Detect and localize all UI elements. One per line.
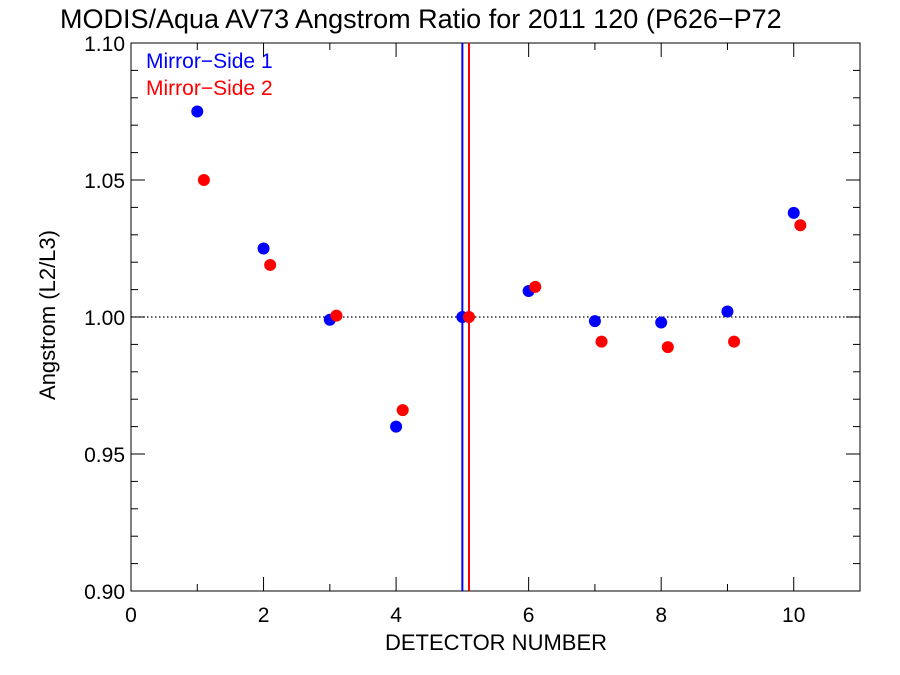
- data-point-series-2: [197, 174, 210, 186]
- data-point-series-2: [462, 311, 475, 323]
- x-tick-label: 6: [523, 604, 535, 627]
- legend-entry-mirror-side-1: Mirror−Side 1: [146, 50, 273, 73]
- data-point-series-1: [787, 206, 800, 219]
- data-point-series-2: [794, 219, 807, 232]
- y-tick-label: 1.00: [84, 307, 125, 330]
- x-tick-label: 0: [125, 604, 137, 627]
- data-point-series-2: [661, 341, 674, 354]
- y-tick-label: 0.90: [84, 581, 125, 604]
- x-tick-label: 4: [390, 604, 402, 627]
- data-point-series-1: [257, 242, 270, 255]
- axes-layer: 0 2 4 6 8 10 0.90 0.95 1.00 1.05 1.10: [84, 33, 861, 627]
- data-point-series-2: [529, 280, 542, 293]
- data-points-layer: [191, 105, 807, 433]
- y-tick-label: 0.95: [84, 444, 125, 467]
- data-point-series-2: [728, 335, 741, 348]
- x-tick-label: 10: [782, 604, 805, 627]
- x-axis-label: DETECTOR NUMBER: [385, 630, 607, 655]
- y-tick-label: 1.10: [84, 33, 125, 56]
- data-point-series-1: [655, 316, 668, 329]
- data-point-series-1: [191, 105, 204, 118]
- data-point-series-2: [264, 258, 277, 271]
- x-tick-label: 8: [655, 604, 667, 627]
- data-point-series-2: [595, 335, 608, 348]
- x-tick-label: 2: [258, 604, 270, 627]
- data-point-series-1: [390, 420, 403, 433]
- y-tick-label: 1.05: [84, 170, 125, 193]
- legend-entry-mirror-side-2: Mirror−Side 2: [146, 77, 273, 100]
- reference-lines-layer: [131, 43, 860, 591]
- y-axis-label: Angstrom (L2/L3): [35, 230, 60, 400]
- data-point-series-1: [721, 305, 734, 318]
- data-point-series-2: [396, 404, 409, 417]
- chart-title: MODIS/Aqua AV73 Angstrom Ratio for 2011 …: [60, 4, 782, 34]
- data-point-series-1: [588, 315, 601, 328]
- data-point-series-2: [330, 309, 343, 322]
